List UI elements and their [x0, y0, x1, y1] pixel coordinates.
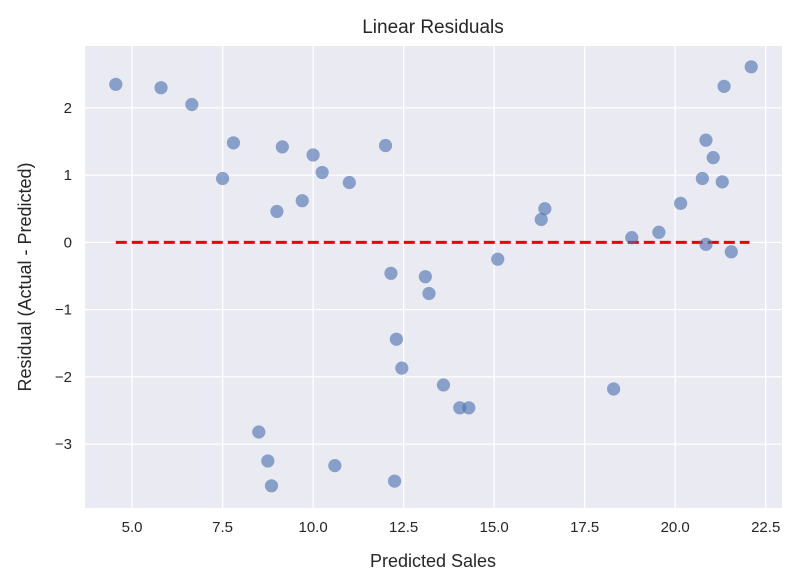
x-axis-label: Predicted Sales [370, 551, 496, 571]
x-tick-label: 20.0 [661, 519, 690, 536]
y-tick-label: −3 [55, 436, 72, 453]
x-tick-label: 7.5 [212, 519, 233, 536]
scatter-point [652, 225, 666, 239]
scatter-point [185, 97, 199, 112]
scatter-point [215, 171, 230, 186]
scatter-point [295, 194, 309, 208]
scatter-point [328, 459, 342, 473]
scatter-point [607, 382, 621, 396]
x-tick-label: 22.5 [751, 519, 780, 536]
scatter-point [261, 454, 275, 468]
scatter-point [724, 245, 738, 259]
scatter-point [462, 401, 476, 415]
x-tick-label: 10.0 [299, 519, 328, 536]
scatter-point [270, 204, 284, 219]
x-tick-label: 12.5 [389, 519, 418, 536]
x-tick-label: 15.0 [480, 519, 509, 536]
scatter-point [306, 148, 320, 162]
scatter-point [453, 401, 467, 415]
scatter-point [378, 138, 393, 153]
scatter-point [275, 140, 289, 154]
scatter-point [717, 79, 731, 93]
scatter-point [422, 286, 436, 301]
plot-area [85, 46, 782, 508]
scatter-point [389, 332, 403, 346]
scatter-point [436, 378, 451, 392]
scatter-point [315, 165, 329, 180]
scatter-point [706, 151, 720, 165]
scatter-point [384, 266, 398, 280]
scatter-point [226, 136, 241, 150]
scatter-point [715, 175, 729, 189]
scatter-point [534, 212, 548, 227]
scatter-point [699, 133, 713, 147]
y-tick-label: 1 [64, 167, 72, 184]
scatter-point [625, 231, 639, 245]
scatter-point [695, 171, 709, 186]
scatter-point [264, 479, 279, 493]
scatter-point [491, 252, 505, 266]
scatter-point [418, 270, 432, 284]
scatter-point [744, 60, 758, 74]
scatter-point [699, 237, 713, 251]
scatter-point [395, 361, 409, 375]
x-tick-label: 5.0 [122, 519, 143, 536]
y-tick-label: −2 [55, 369, 72, 386]
scatter-point [538, 202, 552, 216]
y-tick-label: 0 [64, 234, 72, 251]
scatter-point [342, 175, 356, 190]
y-tick-label: 2 [64, 100, 72, 117]
x-tick-labels: 5.0 7.5 10.0 12.5 15.0 17.5 20.0 22.5 [122, 519, 781, 536]
scatter-point [109, 77, 123, 91]
scatter-point [252, 425, 266, 439]
chart-title: Linear Residuals [362, 17, 504, 38]
y-tick-labels: 2 1 0 −1 −2 −3 [55, 100, 72, 453]
scatter-point [674, 196, 688, 210]
y-tick-label: −1 [55, 302, 72, 319]
scatter-point [154, 81, 168, 95]
scatter-point [387, 474, 402, 488]
data-points [109, 60, 758, 493]
x-tick-label: 17.5 [570, 519, 599, 536]
y-axis-label: Residual (Actual - Predicted) [15, 162, 35, 391]
